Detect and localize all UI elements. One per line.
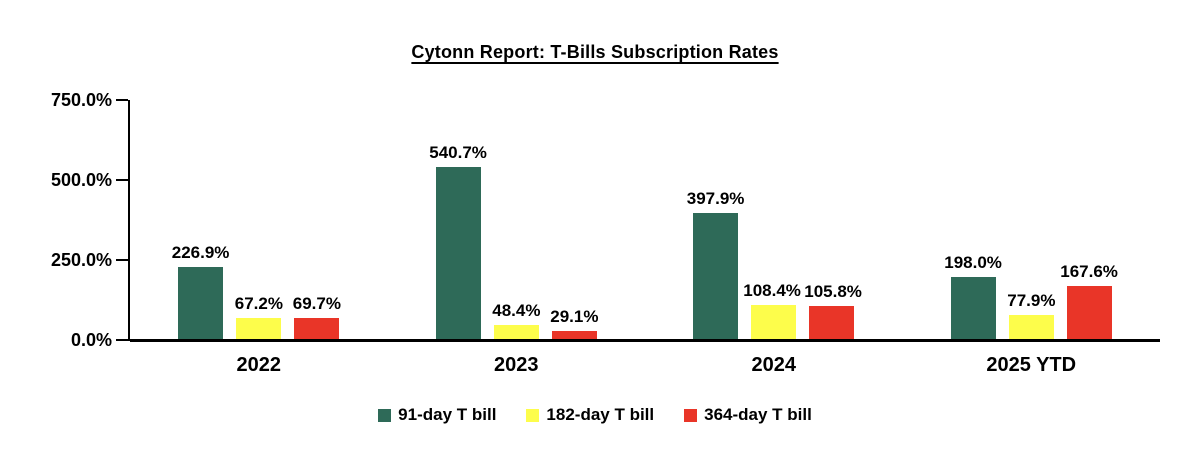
bar-182-day-t-bill-2024 (751, 305, 797, 340)
bar-data-label: 69.7% (292, 293, 341, 313)
legend-item-364-day-t-bill: 364-day T bill (684, 405, 812, 425)
bar-364-day-t-bill-2022 (294, 317, 340, 340)
y-tick-label: 750.0% (50, 90, 112, 110)
bar-91-day-t-bill-2025-ytd (950, 276, 996, 340)
y-tick-label: 250.0% (50, 250, 112, 270)
bar-91-day-t-bill-2024 (693, 212, 739, 340)
x-category-label: 2023 (494, 354, 539, 376)
plot-area: 226.9% 67.2% 69.7% 540.7% 48.4% 29.1% 397.9% 10… (116, 99, 1160, 342)
bar-364-day-t-bill-2025-ytd (1066, 286, 1112, 340)
bar-data-label: 29.1% (550, 306, 599, 326)
legend-item-91-day-t-bill: 91-day T bill (378, 405, 496, 425)
y-axis-tick (116, 339, 128, 341)
bar-364-day-t-bill-2023 (551, 330, 597, 340)
y-axis-tick (116, 179, 128, 181)
bar-182-day-t-bill-2023 (493, 324, 539, 340)
bar-364-day-t-bill-2024 (809, 306, 855, 340)
bar-data-label: 226.9% (171, 243, 230, 263)
legend-swatch-icon (684, 408, 698, 422)
bar-data-label: 167.6% (1060, 262, 1118, 282)
y-axis-tick (116, 99, 128, 101)
bar-91-day-t-bill-2022 (178, 267, 224, 340)
legend-label: 364-day T bill (704, 405, 812, 424)
legend-label: 182-day T bill (546, 405, 655, 424)
bar-data-label: 397.9% (686, 188, 745, 208)
bar-91-day-t-bill-2023 (435, 166, 481, 340)
chart-title: Cytonn Report: T-Bills Subscription Rate… (411, 42, 779, 62)
x-axis-line (130, 339, 1160, 342)
bar-data-label: 540.7% (429, 142, 487, 162)
bar-182-day-t-bill-2022 (236, 318, 282, 340)
bar-data-label: 198.0% (944, 252, 1002, 272)
legend-swatch-icon (378, 408, 392, 422)
bar-data-label: 77.9% (1007, 291, 1056, 311)
x-category-label: 2025 YTD (986, 354, 1077, 376)
x-category-label: 2022 (236, 354, 282, 376)
bar-data-label: 48.4% (492, 300, 541, 320)
y-tick-label: 0.0% (70, 330, 112, 350)
y-tick-label: 500.0% (50, 170, 112, 190)
legend-label: 91-day T bill (398, 405, 497, 424)
x-category-label: 2024 (751, 354, 797, 376)
y-axis-tick (116, 259, 128, 261)
legend-swatch-icon (526, 408, 540, 422)
bar-data-label: 67.2% (234, 294, 283, 314)
y-axis-line (128, 100, 130, 341)
bar-data-label: 108.4% (743, 281, 801, 301)
legend-item-182-day-t-bill: 182-day T bill (526, 405, 654, 425)
legend: 91-day T bill 182-day T bill 364-day T bil… (0, 405, 1190, 425)
bar-data-label: 105.8% (804, 282, 862, 302)
bar-182-day-t-bill-2025-ytd (1008, 315, 1054, 340)
